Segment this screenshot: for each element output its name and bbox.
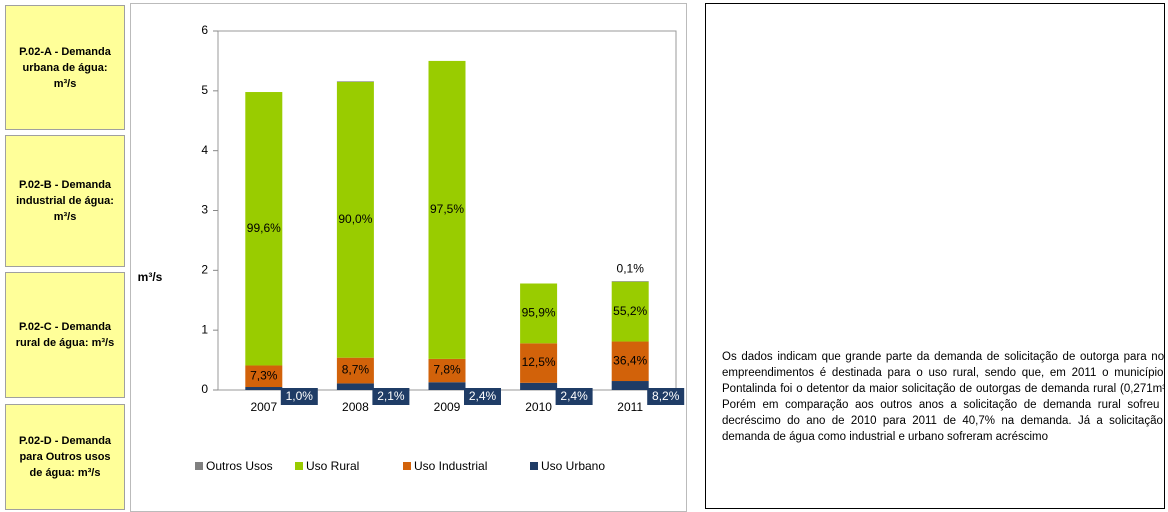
label-box — [555, 388, 593, 405]
bar-segment — [428, 382, 466, 390]
bar-segment — [611, 281, 649, 282]
bar-segment — [336, 81, 374, 82]
sidebar-item[interactable]: P.02-B - Demanda industrial de água: m³/… — [5, 135, 125, 267]
data-label: 90,0% — [338, 212, 372, 226]
bar-segment — [611, 281, 649, 342]
label-box — [372, 388, 410, 405]
x-tick-label: 2008 — [342, 400, 369, 414]
data-label: 95,9% — [522, 306, 556, 320]
label-box — [647, 388, 685, 405]
data-label: 7,8% — [433, 363, 461, 377]
data-label: 55,2% — [613, 304, 647, 318]
bar-segment — [245, 387, 283, 390]
y-tick-label: 6 — [201, 23, 208, 37]
data-label: 99,6% — [247, 221, 281, 235]
y-tick-label: 5 — [201, 83, 208, 97]
data-label: 2,4% — [560, 389, 588, 403]
data-label: 8,7% — [342, 363, 370, 377]
legend-swatch — [295, 462, 303, 470]
data-label: 0,1% — [617, 261, 645, 275]
data-label: 7,3% — [250, 368, 278, 382]
y-axis-label: m³/s — [138, 270, 163, 284]
sidebar-item[interactable]: P.02-A - Demanda urbana de água: m³/s — [5, 5, 125, 130]
bar-segment — [611, 381, 649, 390]
label-box — [464, 388, 501, 405]
data-label: 97,5% — [430, 202, 464, 216]
x-tick-label: 2010 — [525, 400, 552, 414]
sidebar-item[interactable]: P.02-D - Demanda para Outros usos de águ… — [5, 404, 125, 510]
text-panel: Os dados indicam que grande parte da dem… — [705, 3, 1165, 509]
bar-segment — [611, 341, 649, 382]
bar-segment — [336, 383, 374, 390]
bar-segment — [520, 382, 558, 390]
legend-label: Outros Usos — [206, 459, 273, 473]
y-tick-label: 4 — [201, 143, 208, 157]
x-tick-label: 2011 — [617, 400, 643, 414]
bar-segment — [520, 343, 558, 383]
bar-segment — [336, 81, 374, 358]
legend-swatch — [530, 462, 538, 470]
bar-segment — [336, 357, 374, 384]
y-tick-label: 2 — [201, 263, 208, 277]
data-label: 12,5% — [522, 355, 556, 369]
y-tick-label: 3 — [201, 203, 208, 217]
x-tick-label: 2009 — [434, 400, 461, 414]
sidebar-item[interactable]: P.02-C - Demanda rural de água: m³/s — [5, 272, 125, 398]
legend-label: Uso Industrial — [414, 459, 487, 473]
bar-segment — [520, 283, 558, 344]
data-label: 2,1% — [377, 389, 405, 403]
legend-label: Uso Rural — [306, 459, 359, 473]
chart: m³/s 0 1 2 3 4 5 6 2007 1,0% 7,3% 99,6% 2008 2,1% 8,7… — [138, 23, 685, 473]
paragraph: Os dados indicam que grande parte da dem… — [722, 351, 1165, 443]
y-tick-label: 0 — [201, 382, 208, 396]
bar-segment — [245, 92, 283, 366]
bar-segment — [428, 60, 466, 359]
legend-swatch — [403, 462, 411, 470]
x-tick-label: 2007 — [250, 400, 277, 414]
data-label: 8,2% — [652, 389, 680, 403]
legend-label: Uso Urbano — [541, 459, 605, 473]
bar-segment — [428, 358, 466, 383]
legend-swatch — [195, 462, 203, 470]
data-label: 36,4% — [613, 353, 647, 367]
bar-segment — [245, 365, 283, 388]
label-box — [280, 388, 318, 405]
y-tick-label: 1 — [201, 322, 208, 336]
data-label: 2,4% — [469, 389, 497, 403]
data-label: 1,0% — [286, 389, 314, 403]
